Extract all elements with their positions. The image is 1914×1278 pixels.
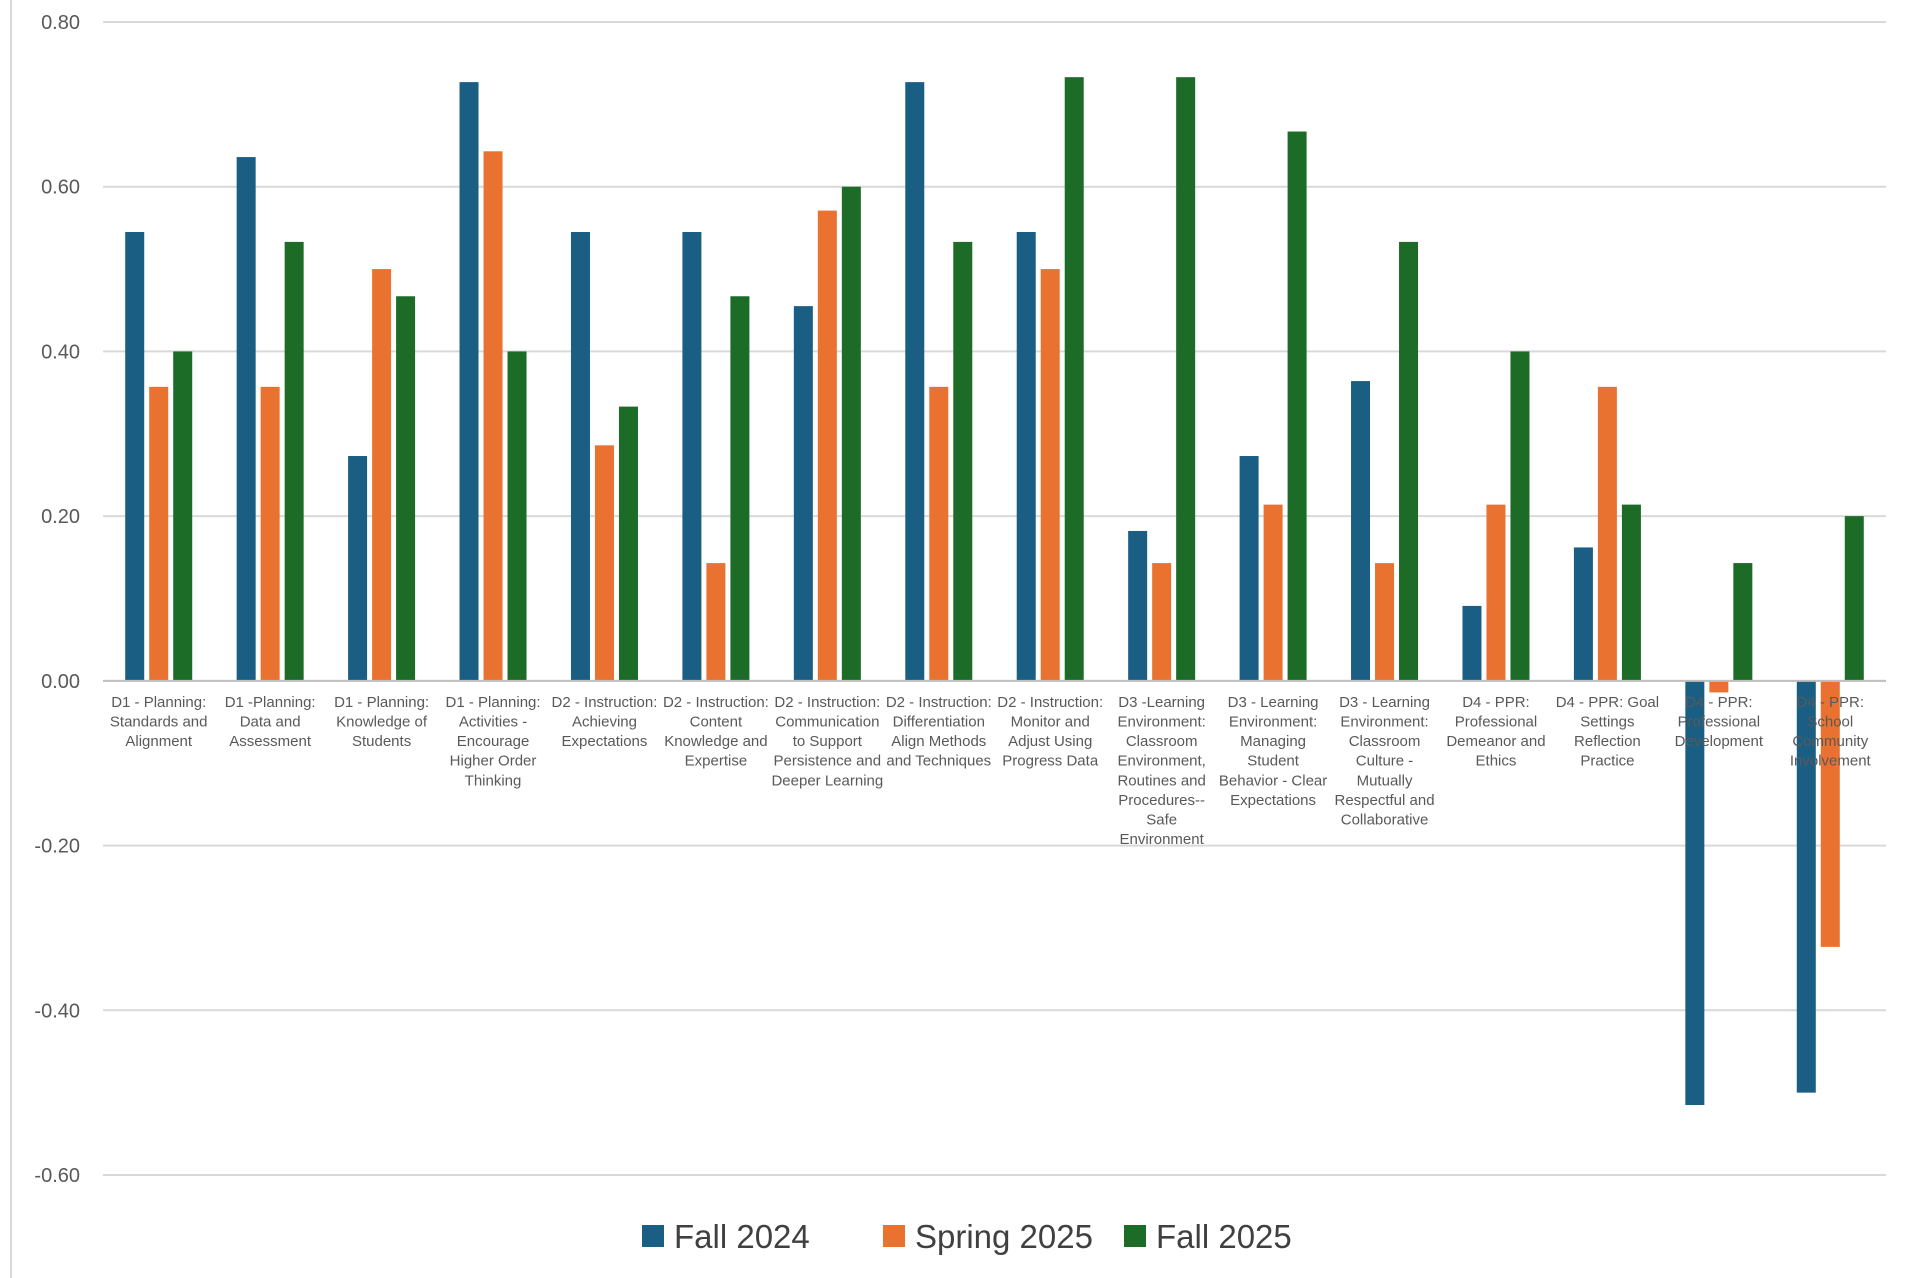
legend-label: Spring 2025: [915, 1218, 1093, 1255]
x-category-label: D1 - Planning: Activities -Encourage Highe…: [446, 694, 541, 789]
bar-fall-2025: [1287, 131, 1307, 681]
x-category-label: D4 - PPR: School Community Involvement: [1790, 694, 1872, 770]
bar-fall-2024: [1573, 547, 1593, 681]
legend-swatch: [1124, 1225, 1146, 1247]
x-category-label: D2 - Instruction: Content Knowledge and Exp…: [663, 694, 769, 770]
bar-fall-2024: [1239, 456, 1259, 681]
x-category-label: D3 - Learning Environment: Managing Student…: [1219, 694, 1327, 809]
bar-fall-2025: [173, 351, 193, 681]
x-category-label: D1 -Planning: Data and Assessment: [225, 694, 316, 750]
legend-swatch: [883, 1225, 905, 1247]
bar-fall-2025: [1733, 563, 1753, 681]
bar-fall-2024: [905, 82, 925, 681]
legend-item: Fall 2024: [642, 1218, 810, 1255]
bar-fall-2024: [1685, 680, 1705, 1105]
bar-fall-2024: [1016, 232, 1036, 681]
bar-spring-2025: [1820, 680, 1840, 947]
bar-fall-2024: [570, 232, 590, 681]
y-tick-label: 0.20: [41, 506, 80, 528]
x-category-label: D2 - Instruction: Differentiation Align Me…: [886, 694, 992, 770]
bar-spring-2025: [594, 445, 614, 681]
legend-item: Spring 2025: [883, 1218, 1093, 1255]
bar-fall-2024: [793, 306, 813, 681]
x-category-label: D2 - Instruction: Achieving Expectations: [552, 694, 658, 750]
y-tick-label: -0.60: [34, 1165, 80, 1187]
bar-fall-2025: [1844, 516, 1864, 681]
bar-fall-2024: [1128, 530, 1148, 681]
x-axis-category-labels: D1 - Planning: Standards and Alignment D1 -…: [110, 694, 1872, 848]
x-category-label: D2 - Instruction: Communication to Support…: [771, 694, 883, 789]
bars: [125, 77, 1864, 1105]
legend-label: Fall 2024: [674, 1218, 810, 1255]
x-category-label: D1 - Planning: Standards and Alignment: [110, 694, 208, 750]
bar-fall-2024: [459, 82, 479, 681]
bar-spring-2025: [1263, 504, 1283, 681]
bar-fall-2024: [125, 232, 145, 681]
y-tick-label: 0.60: [41, 177, 80, 199]
bar-fall-2025: [618, 406, 638, 681]
bar-fall-2024: [682, 232, 702, 681]
y-axis-tick-labels: 0.80 0.60 0.40 0.20 0.00 -0.20 -0.40 -0.60: [34, 12, 80, 1187]
bar-fall-2024: [236, 157, 256, 681]
bar-spring-2025: [1040, 269, 1060, 681]
gridlines: [103, 21, 1886, 1176]
x-category-label: D1 - Planning: Knowledge of Students: [334, 694, 429, 750]
x-category-label: D4 - PPR: Goal Settings Reflection Practice: [1556, 694, 1659, 770]
bar-fall-2025: [1399, 241, 1419, 681]
x-category-label: D4 - PPR: Professional Development: [1675, 694, 1764, 750]
bar-fall-2025: [396, 296, 416, 681]
x-category-label: D4 - PPR: Professional Demeanor and Ethics: [1446, 694, 1545, 770]
legend-label: Fall 2025: [1156, 1218, 1292, 1255]
bar-spring-2025: [1375, 563, 1395, 681]
y-tick-label: 0.40: [41, 341, 80, 363]
y-tick-label: -0.20: [34, 836, 80, 858]
x-category-label: D3 - Learning Environment: Classroom Cultur…: [1334, 694, 1434, 829]
bar-spring-2025: [372, 269, 392, 681]
bar-spring-2025: [706, 563, 726, 681]
bar-spring-2025: [929, 386, 949, 681]
bar-fall-2024: [1796, 680, 1816, 1093]
bar-spring-2025: [817, 210, 837, 681]
bar-fall-2025: [1510, 351, 1530, 681]
bar-spring-2025: [1486, 504, 1506, 681]
bar-fall-2025: [284, 241, 304, 681]
legend-swatch: [642, 1225, 664, 1247]
bar-fall-2025: [1621, 504, 1641, 681]
bar-fall-2025: [730, 296, 750, 681]
bar-fall-2025: [1064, 77, 1084, 681]
bar-fall-2024: [1462, 605, 1482, 681]
bar-fall-2025: [507, 351, 527, 681]
x-category-label: D3 -Learning Environment: Classroom Environ…: [1117, 694, 1205, 848]
y-tick-label: 0.80: [41, 12, 80, 34]
legend-item: Fall 2025: [1124, 1218, 1292, 1255]
bar-spring-2025: [260, 386, 280, 681]
legend: Fall 2024 Spring 2025 Fall 2025: [642, 1218, 1292, 1255]
bar-fall-2025: [953, 241, 973, 681]
bar-fall-2024: [348, 456, 368, 681]
y-tick-label: 0.00: [41, 671, 80, 693]
bar-spring-2025: [1709, 680, 1729, 693]
bar-spring-2025: [1152, 563, 1172, 681]
bar-spring-2025: [1597, 386, 1617, 681]
x-category-label: D2 - Instruction: Monitor and Adjust Using…: [997, 694, 1103, 770]
bar-fall-2025: [1176, 77, 1196, 681]
bar-spring-2025: [149, 386, 169, 681]
y-tick-label: -0.40: [34, 1000, 80, 1022]
bar-fall-2024: [1351, 381, 1371, 681]
chart-border: [10, 0, 12, 1278]
bar-spring-2025: [483, 151, 503, 681]
bar-fall-2025: [841, 186, 861, 681]
